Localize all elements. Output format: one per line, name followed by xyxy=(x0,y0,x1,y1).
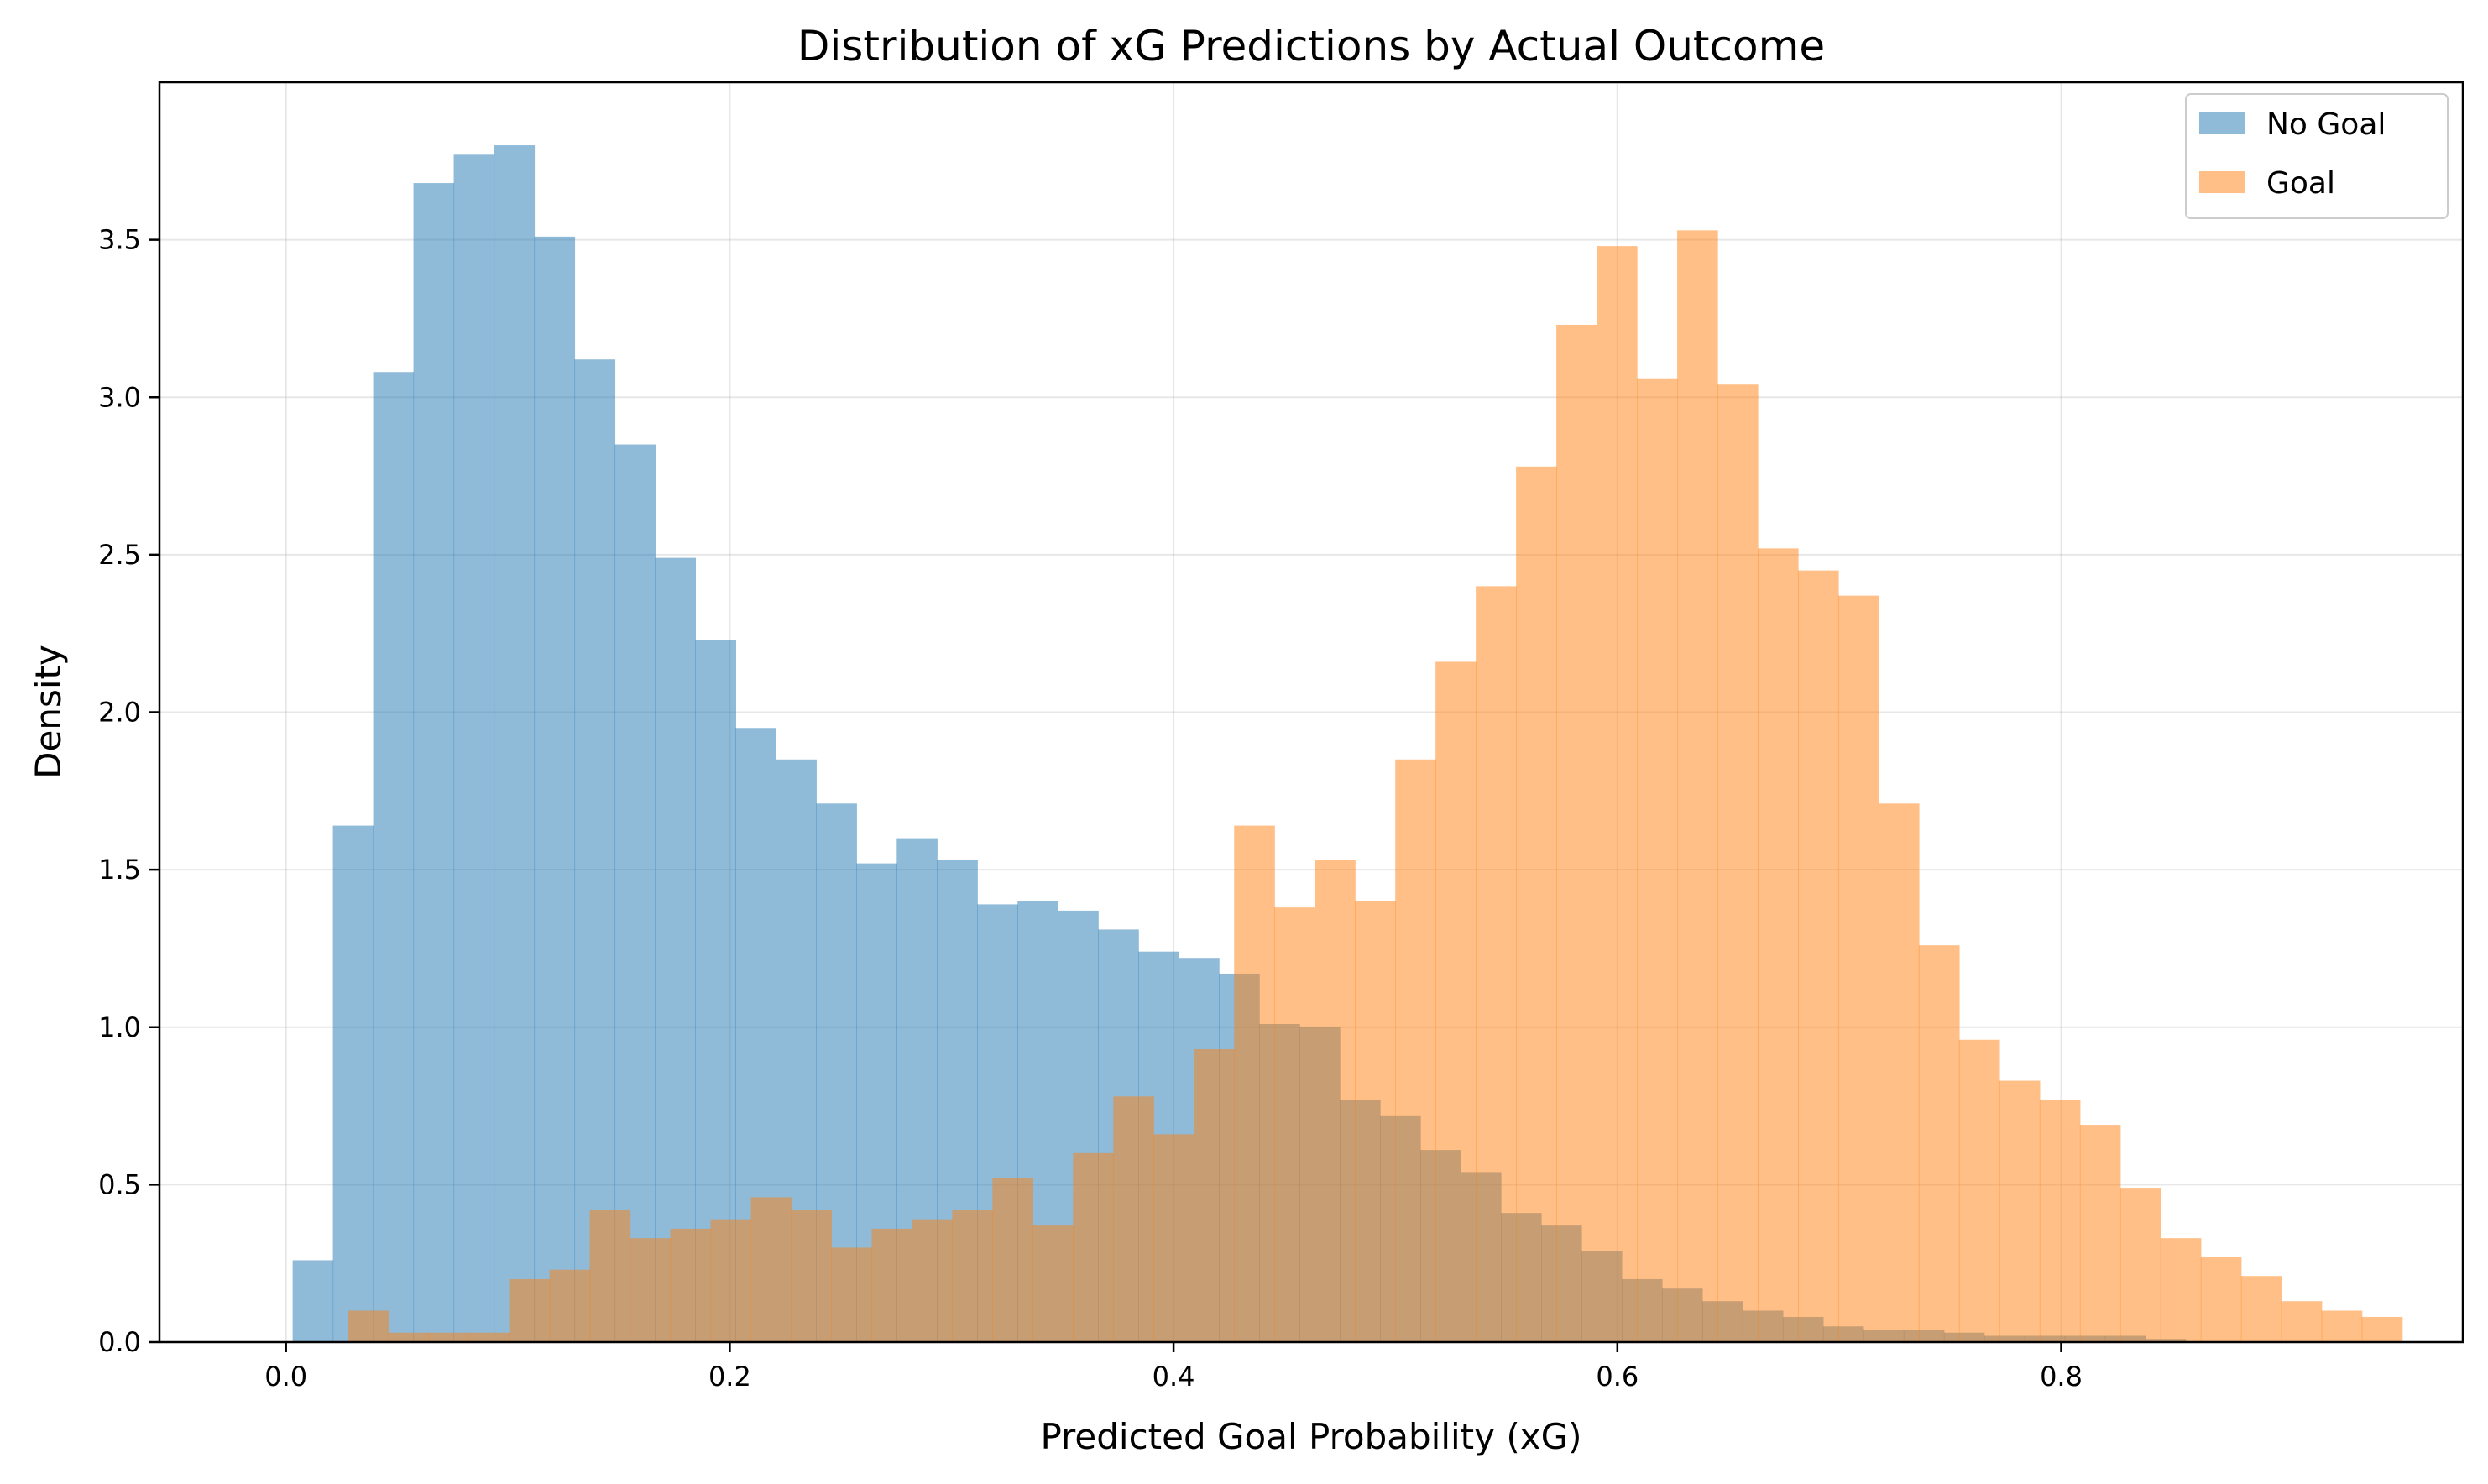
legend-swatch-no-goal xyxy=(2199,112,2245,134)
legend-label-no-goal: No Goal xyxy=(2266,107,2386,142)
bar-goal-35 xyxy=(1758,548,1799,1342)
bar-goal-14 xyxy=(912,1219,954,1342)
bar-goal-31 xyxy=(1597,246,1638,1342)
legend-frame xyxy=(2185,93,2449,219)
bar-goal-11 xyxy=(791,1210,833,1342)
bar-goal-49 xyxy=(2321,1310,2363,1342)
bar-goal-45 xyxy=(2160,1238,2202,1342)
chart-title: Distribution of xG Predictions by Actual… xyxy=(797,22,1825,71)
bar-goal-16 xyxy=(992,1178,1033,1342)
bar-goal-13 xyxy=(871,1228,913,1342)
bar-goal-28 xyxy=(1476,586,1517,1342)
bar-goal-34 xyxy=(1717,384,1759,1342)
series-goal-bars xyxy=(348,230,2403,1343)
bar-goal-22 xyxy=(1234,825,1275,1342)
y-tick-label-0.5: 0.5 xyxy=(98,1168,141,1200)
bar-no-goal-0 xyxy=(292,1260,334,1342)
y-tick-label-1.5: 1.5 xyxy=(98,854,141,886)
legend: No Goal Goal xyxy=(2185,93,2449,219)
y-tick-label-2.5: 2.5 xyxy=(98,539,141,571)
x-tick-label-0.2: 0.2 xyxy=(708,1361,751,1393)
bar-goal-27 xyxy=(1435,661,1477,1342)
bar-goal-8 xyxy=(670,1228,712,1342)
bar-goal-2 xyxy=(428,1332,470,1342)
legend-swatch-goal xyxy=(2199,171,2245,193)
x-tick-label-0.0: 0.0 xyxy=(264,1361,307,1393)
bar-goal-12 xyxy=(831,1247,873,1342)
x-tick-label-0.6: 0.6 xyxy=(1596,1361,1639,1393)
bar-goal-10 xyxy=(750,1197,792,1342)
bar-goal-40 xyxy=(1958,1039,2000,1342)
bar-goal-32 xyxy=(1637,378,1678,1342)
bar-goal-37 xyxy=(1837,595,1879,1342)
y-axis-label: Density xyxy=(28,645,69,779)
bar-goal-39 xyxy=(1918,945,1960,1342)
x-tick-label-0.8: 0.8 xyxy=(2040,1361,2083,1393)
y-tick-label-3.0: 3.0 xyxy=(98,381,141,413)
bar-no-goal-2 xyxy=(373,372,415,1343)
bar-goal-5 xyxy=(549,1269,591,1342)
bar-goal-6 xyxy=(589,1210,631,1342)
y-tick-label-1.0: 1.0 xyxy=(98,1011,141,1043)
bar-goal-42 xyxy=(2039,1100,2081,1342)
bar-goal-4 xyxy=(509,1278,551,1342)
bar-goal-25 xyxy=(1355,901,1396,1342)
bar-no-goal-4 xyxy=(453,154,495,1342)
bar-goal-21 xyxy=(1194,1049,1235,1342)
bar-goal-26 xyxy=(1395,759,1436,1342)
bar-goal-33 xyxy=(1677,230,1718,1343)
bar-goal-3 xyxy=(468,1332,510,1342)
bar-goal-15 xyxy=(952,1210,993,1342)
bar-no-goal-6 xyxy=(534,236,576,1342)
bar-goal-44 xyxy=(2120,1188,2161,1342)
bar-goal-48 xyxy=(2281,1301,2323,1342)
bar-no-goal-9 xyxy=(655,557,697,1342)
bar-goal-1 xyxy=(388,1332,430,1342)
x-axis-label: Predicted Goal Probability (xG) xyxy=(1040,1416,1581,1457)
axis-ticks: 0.0 0.2 0.4 0.6 0.8 0.0 0.5 1.0 1.5 2.0 2.5 3.0 3.5 xyxy=(98,224,2083,1393)
bar-no-goal-8 xyxy=(614,444,656,1342)
y-tick-label-2.0: 2.0 xyxy=(98,697,141,729)
bar-goal-18 xyxy=(1073,1152,1114,1342)
bar-goal-50 xyxy=(2361,1316,2403,1342)
bar-goal-19 xyxy=(1113,1096,1154,1342)
bar-goal-41 xyxy=(1999,1080,2041,1342)
bar-goal-0 xyxy=(348,1310,389,1342)
bar-goal-20 xyxy=(1153,1134,1194,1342)
bar-goal-23 xyxy=(1274,907,1315,1342)
bar-goal-9 xyxy=(710,1219,752,1342)
bar-no-goal-3 xyxy=(413,183,455,1343)
bar-goal-24 xyxy=(1315,860,1356,1342)
bar-goal-38 xyxy=(1878,803,1920,1342)
bar-goal-47 xyxy=(2240,1276,2282,1342)
bar-no-goal-7 xyxy=(574,359,616,1343)
bar-no-goal-1 xyxy=(332,825,374,1342)
bar-goal-7 xyxy=(630,1238,672,1342)
bar-goal-29 xyxy=(1516,466,1557,1343)
y-tick-label-3.5: 3.5 xyxy=(98,224,141,256)
bar-goal-46 xyxy=(2200,1257,2242,1342)
histogram-bars xyxy=(292,145,2403,1343)
x-tick-label-0.4: 0.4 xyxy=(1153,1361,1195,1393)
bar-goal-17 xyxy=(1032,1225,1074,1342)
legend-label-goal: Goal xyxy=(2266,166,2335,201)
bar-goal-36 xyxy=(1797,570,1839,1342)
bar-goal-43 xyxy=(2079,1125,2121,1342)
bar-no-goal-5 xyxy=(494,145,536,1342)
y-tick-label-0.0: 0.0 xyxy=(98,1326,141,1358)
bar-goal-30 xyxy=(1556,324,1597,1342)
